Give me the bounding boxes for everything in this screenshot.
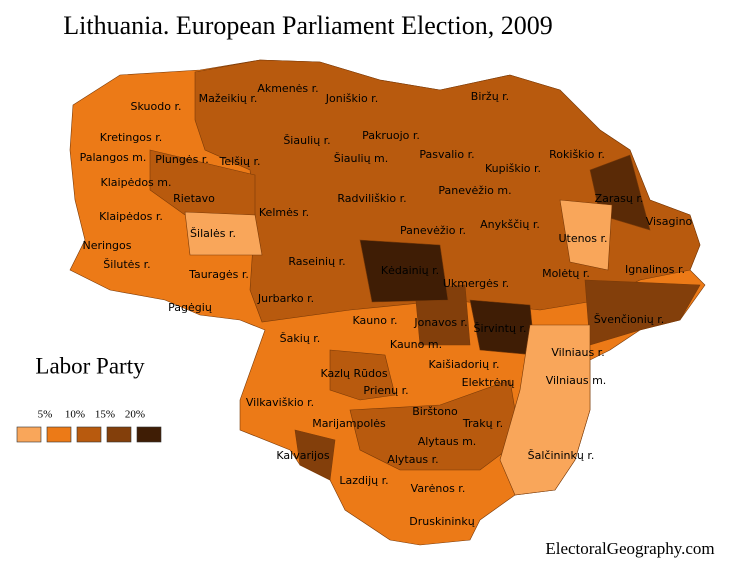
region-label: Molėtų r. [542, 267, 590, 280]
region-label: Lazdijų r. [339, 474, 388, 487]
region-label: Biržų r. [471, 90, 509, 103]
region-label: Telšių r. [219, 155, 261, 168]
region-utena [559, 199, 613, 271]
region-label: Vilniaus r. [551, 346, 604, 359]
region-label: Kretingos r. [100, 131, 163, 144]
region-label: Šilutės r. [103, 258, 150, 271]
region-label: Radviliškio r. [337, 192, 406, 205]
region-label: Vilkaviškio r. [246, 396, 314, 409]
title: Lithuania. European Parliament Election,… [63, 11, 553, 40]
legend-label: 15% [95, 409, 115, 421]
region-labels: Skuodo r. Mažeikių r.Akmenės r. Joniškio r… [80, 82, 693, 528]
legend: 5% 10% 15% 20% [16, 409, 162, 443]
region-label: Vilniaus m. [546, 374, 607, 387]
region-label: Trakų r. [462, 417, 503, 430]
region-label: Šilalės r. [190, 227, 236, 240]
region-label: Prienų r. [363, 384, 408, 397]
region-label: Marijampolės [312, 417, 386, 430]
region-label: Pagėgių [168, 301, 212, 314]
legend-swatch [46, 426, 72, 443]
region-label: Kazlų Rūdos [320, 367, 387, 380]
region-south [349, 379, 521, 471]
region-label: Jurbarko r. [257, 292, 314, 305]
footer: ElectoralGeography.com [545, 539, 714, 558]
region-label: Akmenės r. [257, 82, 318, 95]
region-label: Birštono [412, 405, 458, 418]
region-label: Pasvalio r. [419, 148, 474, 161]
map-shapes [69, 59, 706, 546]
region-kazlu [329, 349, 396, 401]
region-label: Šiaulių m. [334, 152, 389, 165]
region-label: Klaipėdos r. [99, 210, 163, 223]
region-label: Šiaulių r. [283, 134, 330, 147]
region-label: Alytaus r. [387, 453, 438, 466]
region-label: Kupiškio r. [485, 162, 541, 175]
region-label: Visagino [646, 215, 693, 228]
region-vilnius [499, 324, 591, 496]
region-label: Kauno r. [353, 314, 398, 327]
region-label: Zarasų r. [595, 192, 644, 205]
region-label: Rokiškio r. [549, 148, 605, 161]
region-label: Alytaus m. [418, 435, 477, 448]
region-label: Panevėžio r. [400, 224, 466, 237]
region-label: Švenčionių r. [594, 313, 665, 326]
region-label: Utenos r. [558, 232, 607, 245]
region-label: Jonavos r. [413, 316, 467, 329]
region-label: Kalvarijos [276, 449, 329, 462]
region-kedainiai [359, 239, 449, 303]
region-label: Šalčininkų r. [528, 449, 595, 462]
region-label: Raseinių r. [288, 255, 345, 268]
region-label: Kaišiadorių r. [428, 358, 499, 371]
region-label: Kelmės r. [259, 206, 309, 219]
region-label: Palangos m. [80, 151, 147, 164]
region-label: Tauragės r. [188, 268, 249, 281]
region-label: Panevėžio m. [438, 184, 511, 197]
region-label: Klaipėdos m. [101, 176, 172, 189]
legend-label: 10% [65, 409, 85, 421]
region-label: Ukmergės r. [443, 277, 509, 290]
region-silale [184, 211, 263, 256]
legend-title: Labor Party [35, 353, 145, 378]
region-label: Joniškio r. [325, 92, 378, 105]
region-label: Druskininkų [409, 515, 474, 528]
region-label: Varėnos r. [411, 482, 466, 495]
legend-label: 20% [125, 409, 145, 421]
region-label: Mažeikių r. [199, 92, 258, 105]
region-label: Anykščių r. [480, 218, 540, 231]
region-label: Neringos [83, 239, 132, 252]
legend-swatch [106, 426, 132, 443]
legend-swatch [136, 426, 162, 443]
region-label: Kėdainių r. [381, 264, 439, 277]
region-kalvarija [294, 429, 336, 481]
legend-swatch [76, 426, 102, 443]
region-label: Elektrėnų [462, 376, 515, 389]
legend-swatch [16, 426, 42, 443]
region-label: Pakruojo r. [362, 129, 420, 142]
region-label: Šakių r. [280, 332, 321, 345]
region-label: Plungės r. [155, 153, 209, 166]
region-label: Rietavo [173, 192, 215, 205]
region-label: Skuodo r. [131, 100, 182, 113]
region-label: Širvintų r. [474, 322, 527, 335]
region-label: Ignalinos r. [625, 263, 685, 276]
region-label: Kauno m. [390, 338, 442, 351]
legend-label: 5% [38, 409, 53, 421]
